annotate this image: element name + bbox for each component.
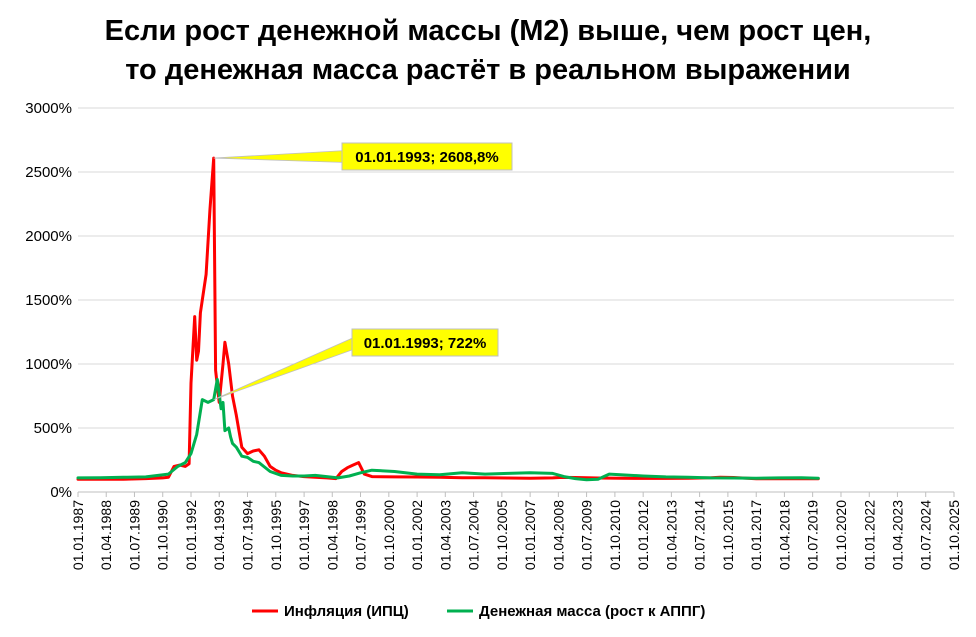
legend-label: Денежная масса (рост к АППГ) [479, 603, 705, 620]
x-tick-label: 01.01.2017 [748, 500, 764, 570]
series-lines [76, 156, 820, 482]
x-tick-label: 01.04.2008 [550, 500, 566, 570]
x-tick-label: 01.07.2009 [579, 500, 595, 570]
gridlines [78, 107, 954, 493]
annotation-label: 01.01.1993; 2608,8% [355, 149, 498, 166]
x-tick-label: 01.01.2002 [409, 500, 425, 570]
x-tick-label: 01.04.2018 [776, 500, 792, 570]
x-tick-label: 01.04.2023 [889, 500, 905, 570]
x-tick-label: 01.10.2010 [607, 500, 623, 570]
chart-title: Если рост денежной массы (М2) выше, чем … [105, 15, 872, 47]
series-line-inflation [76, 156, 820, 481]
x-tick-label: 01.10.1990 [155, 500, 171, 570]
x-tick-label: 01.01.1987 [70, 500, 86, 570]
x-tick-label: 01.01.1992 [183, 500, 199, 570]
y-tick-label: 500% [34, 420, 72, 437]
y-tick-label: 1500% [25, 292, 72, 309]
annotations: 01.01.1993; 2608,8% 01.01.1993; 722% [213, 142, 513, 400]
x-tick-label: 01.10.1995 [268, 500, 284, 570]
y-tick-label: 1000% [25, 356, 72, 373]
annotation-box [341, 142, 513, 171]
x-tick-label: 01.10.2020 [833, 500, 849, 570]
annotation-pointer [213, 335, 357, 400]
annotation-box [351, 328, 499, 357]
y-tick-label: 2500% [25, 164, 72, 181]
x-tick-label: 01.10.2000 [381, 500, 397, 570]
x-tick-label: 01.07.2014 [692, 500, 708, 570]
x-tick-label: 01.10.2005 [494, 500, 510, 570]
x-tick-label: 01.07.2019 [805, 500, 821, 570]
series-line-money-supply [76, 377, 820, 482]
annotation-pointer [213, 150, 347, 163]
x-tick-label: 01.04.2013 [663, 500, 679, 570]
x-tick-label: 01.01.2012 [635, 500, 651, 570]
x-tick-label: 01.07.1994 [239, 500, 255, 570]
x-axis: 01.01.1987 01.04.1988 01.07.1989 01.10.1990… [70, 492, 962, 570]
x-tick-label: 01.10.2025 [946, 500, 962, 570]
x-tick-label: 01.04.1993 [211, 500, 227, 570]
y-tick-label: 0% [50, 484, 72, 501]
x-tick-label: 01.01.2022 [861, 500, 877, 570]
x-tick-label: 01.04.1998 [324, 500, 340, 570]
y-tick-label: 2000% [25, 228, 72, 245]
x-tick-label: 01.04.2003 [437, 500, 453, 570]
annotation-label: 01.01.1993; 722% [364, 335, 487, 352]
chart-subtitle: то денежная масса растёт в реальном выра… [125, 54, 851, 86]
x-tick-label: 01.04.1988 [98, 500, 114, 570]
x-tick-label: 01.10.2015 [720, 500, 736, 570]
x-tick-label: 01.07.1999 [352, 500, 368, 570]
legend: Инфляция (ИПЦ) Денежная масса (рост к АПП… [252, 603, 705, 620]
x-tick-label: 01.07.2004 [466, 500, 482, 570]
y-axis: 0% 500% 1000% 1500% 2000% 2500% 3000% [25, 100, 72, 501]
y-tick-label: 3000% [25, 100, 72, 117]
x-tick-label: 01.07.2024 [918, 500, 934, 570]
legend-label: Инфляция (ИПЦ) [284, 603, 409, 620]
x-tick-label: 01.01.2007 [522, 500, 538, 570]
x-tick-label: 01.01.1997 [296, 500, 312, 570]
x-tick-label: 01.07.1989 [126, 500, 142, 570]
